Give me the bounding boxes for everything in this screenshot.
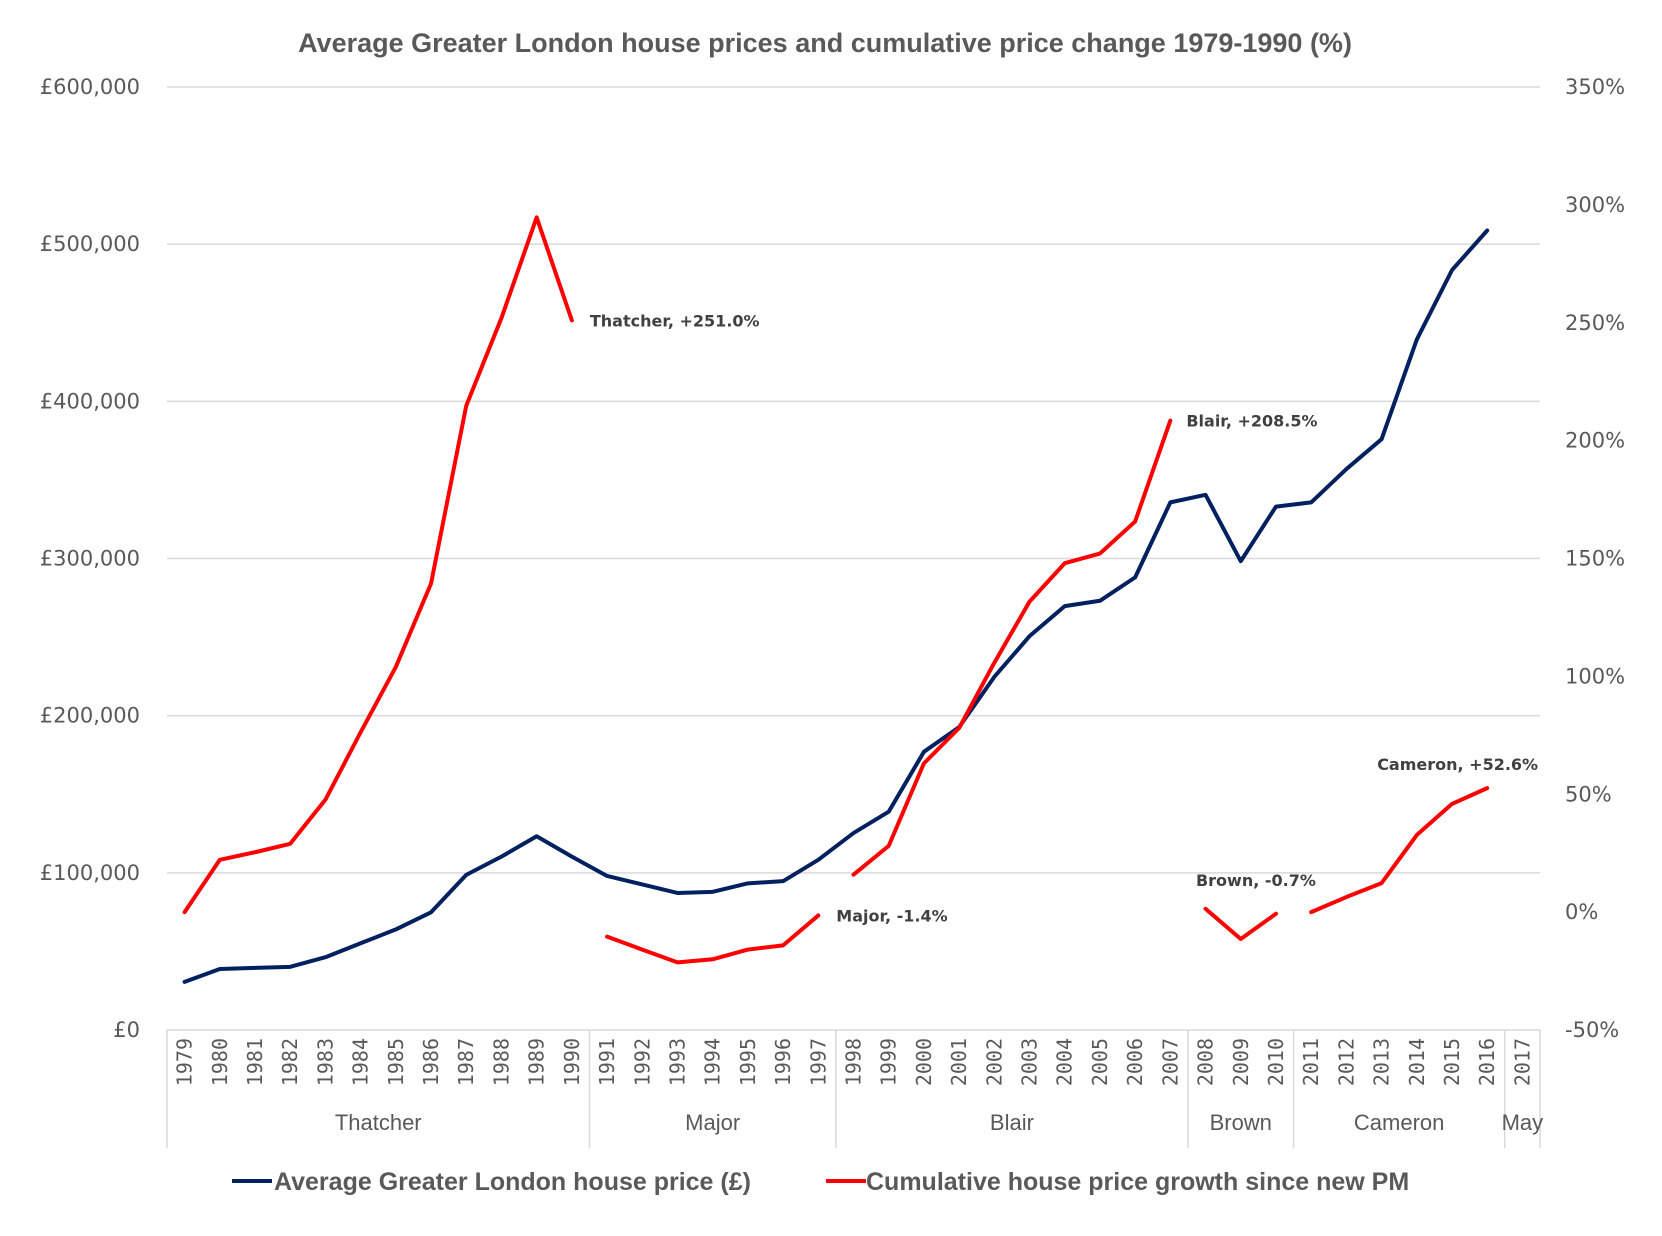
x-tick-label: 1981 xyxy=(243,1038,267,1086)
x-tick-label: 1994 xyxy=(701,1038,725,1086)
left-tick-label: £0 xyxy=(113,1018,140,1042)
x-tick-label: 2014 xyxy=(1405,1038,1429,1086)
pm-group-label: Cameron xyxy=(1354,1110,1444,1135)
right-tick-label: 300% xyxy=(1565,193,1625,217)
x-tick-label: 2007 xyxy=(1158,1038,1182,1086)
x-tick-label: 1983 xyxy=(313,1038,337,1086)
right-tick-label: 0% xyxy=(1565,900,1598,924)
left-tick-label: £500,000 xyxy=(40,232,140,256)
x-tick-label: 1992 xyxy=(630,1038,654,1086)
x-tick-label: 2010 xyxy=(1264,1038,1288,1086)
data-label: Blair, +208.5% xyxy=(1186,412,1317,431)
x-tick-label: 2002 xyxy=(982,1038,1006,1086)
x-tick-label: 2011 xyxy=(1299,1038,1323,1086)
house-price-line xyxy=(182,228,1490,984)
pm-group-label: Brown xyxy=(1210,1110,1272,1135)
x-tick-label: 1991 xyxy=(595,1038,619,1086)
data-label: Thatcher, +251.0% xyxy=(590,311,760,330)
x-tick-label: 2003 xyxy=(1018,1038,1042,1086)
x-tick-label: 2017 xyxy=(1510,1038,1534,1086)
x-tick-label: 2004 xyxy=(1053,1038,1077,1086)
data-label: Brown, -0.7% xyxy=(1196,871,1316,890)
x-tick-label: 2001 xyxy=(947,1038,971,1086)
x-tick-label: 1982 xyxy=(278,1038,302,1086)
x-tick-label: 1996 xyxy=(771,1038,795,1086)
x-tick-label: 1995 xyxy=(736,1038,760,1086)
right-tick-label: 150% xyxy=(1565,547,1625,571)
x-tick-label: 1986 xyxy=(419,1038,443,1086)
x-tick-label: 1990 xyxy=(560,1038,584,1086)
left-tick-label: £400,000 xyxy=(40,389,140,413)
right-tick-label: 350% xyxy=(1565,75,1625,99)
right-tick-label: -50% xyxy=(1565,1018,1619,1042)
x-tick-label: 2016 xyxy=(1475,1038,1499,1086)
left-tick-label: £200,000 xyxy=(40,704,140,728)
x-tick-label: 2008 xyxy=(1194,1038,1218,1086)
left-tick-label: £100,000 xyxy=(40,861,140,885)
pm-group-label: Major xyxy=(685,1110,740,1135)
legend: Average Greater London house price (£) Cu… xyxy=(232,1168,1409,1196)
x-tick-label: 1979 xyxy=(173,1038,197,1086)
x-tick-label: 2013 xyxy=(1370,1038,1394,1086)
x-tick-label: 2006 xyxy=(1123,1038,1147,1086)
right-tick-label: 250% xyxy=(1565,311,1625,335)
x-tick-label: 2005 xyxy=(1088,1038,1112,1086)
growth-line-thatcher xyxy=(182,215,574,915)
left-y-axis: £0 £100,000 £200,000 £300,000 £400,000 £500,0… xyxy=(40,75,140,1042)
x-axis: 1979 1980 1981 1982 1983 1984 1985 1986 1987 1988… xyxy=(166,1029,1544,1148)
chart-title: Average Greater London house prices and … xyxy=(298,28,1352,58)
growth-line-blair xyxy=(851,418,1173,877)
x-tick-label: 1998 xyxy=(842,1038,866,1086)
left-tick-label: £600,000 xyxy=(40,75,140,99)
x-tick-label: 1980 xyxy=(208,1038,232,1086)
data-label: Cameron, +52.6% xyxy=(1377,755,1538,774)
right-tick-label: 50% xyxy=(1565,782,1612,806)
pm-group-label: Thatcher xyxy=(335,1110,422,1135)
growth-line-brown xyxy=(1203,906,1278,942)
gridlines xyxy=(167,86,1540,874)
growth-line-major xyxy=(605,913,821,965)
growth-line-cameron xyxy=(1309,786,1490,915)
x-tick-label: 2000 xyxy=(912,1038,936,1086)
pm-group-label: Blair xyxy=(990,1110,1034,1135)
pm-group-label: May xyxy=(1502,1110,1544,1135)
x-tick-label: 1993 xyxy=(665,1038,689,1086)
x-tick-label: 2012 xyxy=(1334,1038,1358,1086)
x-tick-label: 1984 xyxy=(349,1038,373,1086)
x-tick-label: 1989 xyxy=(525,1038,549,1086)
left-tick-label: £300,000 xyxy=(40,547,140,571)
annotations: Thatcher, +251.0% Major, -1.4% Blair, +208… xyxy=(590,311,1538,925)
right-tick-label: 100% xyxy=(1565,664,1625,688)
x-tick-label: 1997 xyxy=(806,1038,830,1086)
legend-label-house-price: Average Greater London house price (£) xyxy=(274,1168,751,1196)
right-tick-label: 200% xyxy=(1565,429,1625,453)
x-tick-label: 1988 xyxy=(489,1038,513,1086)
series-lines xyxy=(182,215,1490,984)
data-label: Major, -1.4% xyxy=(836,906,947,925)
x-tick-label: 2009 xyxy=(1229,1038,1253,1086)
right-y-axis: -50% 0% 50% 100% 150% 200% 250% 300% 350% xyxy=(1565,75,1625,1042)
x-tick-label: 1999 xyxy=(877,1038,901,1086)
x-tick-label: 2015 xyxy=(1440,1038,1464,1086)
x-tick-label: 1987 xyxy=(454,1038,478,1086)
legend-label-growth: Cumulative house price growth since new … xyxy=(866,1168,1409,1196)
x-tick-label: 1985 xyxy=(384,1038,408,1086)
